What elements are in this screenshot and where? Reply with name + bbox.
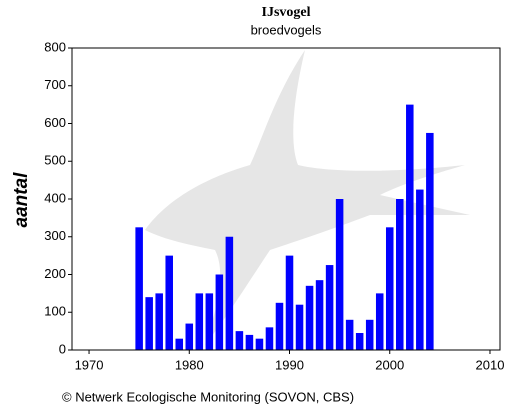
- bar: [236, 331, 244, 350]
- bar: [216, 275, 224, 351]
- bar: [376, 293, 384, 350]
- bar: [206, 293, 214, 350]
- chart-subtitle: broedvogels: [251, 22, 322, 37]
- bar: [196, 293, 204, 350]
- bar: [416, 190, 424, 350]
- bar: [306, 286, 314, 350]
- bar: [316, 280, 324, 350]
- bar: [366, 320, 374, 350]
- bar: [145, 297, 153, 350]
- bar: [266, 327, 274, 350]
- y-tick-label: 800: [44, 39, 66, 54]
- bar: [286, 256, 294, 350]
- bar: [396, 199, 404, 350]
- x-tick-label: 1980: [175, 357, 204, 372]
- bar: [186, 324, 194, 350]
- bar: [326, 265, 334, 350]
- bar: [386, 227, 394, 350]
- y-tick-label: 500: [44, 153, 66, 168]
- y-tick-label: 600: [44, 115, 66, 130]
- bar: [256, 339, 264, 350]
- bar: [356, 333, 364, 350]
- x-tick-label: 1990: [275, 357, 304, 372]
- x-tick-label: 1970: [75, 357, 104, 372]
- bar: [336, 199, 344, 350]
- y-tick-label: 300: [44, 228, 66, 243]
- chart: IJsvogel broedvogels aantal © Netwerk Ec…: [0, 0, 511, 411]
- bar: [406, 105, 414, 350]
- y-tick-label: 200: [44, 266, 66, 281]
- bar: [246, 335, 254, 350]
- x-tick-label: 2010: [476, 357, 505, 372]
- bar: [165, 256, 173, 350]
- bar: [296, 305, 304, 350]
- bar: [175, 339, 183, 350]
- bar: [276, 303, 284, 350]
- bar: [426, 133, 434, 350]
- y-tick-label: 0: [59, 341, 66, 356]
- y-tick-label: 700: [44, 77, 66, 92]
- y-axis-label: aantal: [11, 172, 32, 228]
- y-tick-label: 100: [44, 304, 66, 319]
- x-tick-label: 2000: [375, 357, 404, 372]
- chart-title: IJsvogel: [262, 5, 311, 20]
- bar: [346, 320, 354, 350]
- bar: [226, 237, 234, 350]
- y-tick-label: 400: [44, 190, 66, 205]
- bar: [155, 293, 163, 350]
- bar: [135, 227, 143, 350]
- footer: © Netwerk Ecologische Monitoring (SOVON,…: [62, 389, 354, 404]
